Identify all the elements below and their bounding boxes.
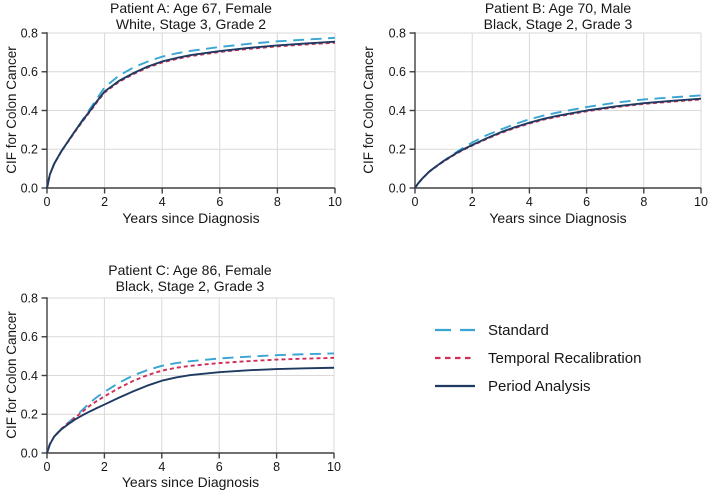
patient-b-title-line1: Patient B: Age 70, Male xyxy=(484,0,632,16)
svg-text:4: 4 xyxy=(158,460,165,474)
period-analysis-line-swatch xyxy=(435,384,475,388)
patient-a-title-line2: White, Stage 3, Grade 2 xyxy=(115,15,267,32)
svg-text:0.6: 0.6 xyxy=(21,330,38,344)
svg-text:0.6: 0.6 xyxy=(389,65,406,79)
svg-text:0.4: 0.4 xyxy=(389,104,406,118)
patient-b-chart: 0.0 0.2 0.4 0.6 0.8 0 2 4 6 8 10 xyxy=(389,26,708,209)
svg-text:4: 4 xyxy=(526,195,533,209)
patient-b-title-line2: Black, Stage 2, Grade 3 xyxy=(483,15,633,32)
svg-text:0.8: 0.8 xyxy=(389,26,406,40)
patient-c-chart: 0.0 0.2 0.4 0.6 0.8 0 2 4 6 8 10 xyxy=(21,291,341,474)
patient-b-title: Patient B: Age 70, Male Black, Stage 2, … xyxy=(408,0,708,32)
svg-text:10: 10 xyxy=(327,460,341,474)
svg-text:0.2: 0.2 xyxy=(21,408,38,422)
standard-line-swatch xyxy=(435,328,475,332)
svg-text:0.8: 0.8 xyxy=(21,26,38,40)
svg-text:0.6: 0.6 xyxy=(21,65,38,79)
svg-text:0.0: 0.0 xyxy=(21,181,38,195)
legend-item-standard: Standard xyxy=(435,316,641,344)
svg-text:0.0: 0.0 xyxy=(21,446,38,460)
legend: Standard Temporal Recalibration Period A… xyxy=(435,316,641,400)
patient-a-title-line1: Patient A: Age 67, Female xyxy=(110,0,272,16)
svg-text:0.8: 0.8 xyxy=(21,291,38,305)
svg-text:0.4: 0.4 xyxy=(21,104,38,118)
svg-text:0: 0 xyxy=(44,195,51,209)
patient-a-x-axis-label: Years since Diagnosis xyxy=(122,210,260,226)
legend-item-temporal-recalibration: Temporal Recalibration xyxy=(435,344,641,372)
patient-c-title-line2: Black, Stage 2, Grade 3 xyxy=(115,277,265,294)
svg-text:0.0: 0.0 xyxy=(389,181,406,195)
legend-label-temporal-recalibration: Temporal Recalibration xyxy=(488,349,642,367)
svg-text:6: 6 xyxy=(583,195,590,209)
svg-text:6: 6 xyxy=(216,195,223,209)
patient-a-chart: 0.0 0.2 0.4 0.6 0.8 0 2 4 6 8 10 xyxy=(21,26,342,209)
svg-text:4: 4 xyxy=(159,195,166,209)
svg-text:10: 10 xyxy=(694,195,708,209)
temporal-recalibration-line-swatch xyxy=(435,356,475,360)
svg-text:2: 2 xyxy=(469,195,476,209)
svg-text:0.2: 0.2 xyxy=(21,143,38,157)
patient-c-title: Patient C: Age 86, Female Black, Stage 2… xyxy=(40,262,340,294)
svg-text:8: 8 xyxy=(273,460,280,474)
svg-text:8: 8 xyxy=(640,195,647,209)
svg-text:0.4: 0.4 xyxy=(21,369,38,383)
svg-text:0: 0 xyxy=(412,195,419,209)
legend-label-standard: Standard xyxy=(488,321,549,339)
patient-c-title-line1: Patient C: Age 86, Female xyxy=(108,262,272,278)
svg-text:0.2: 0.2 xyxy=(389,143,406,157)
svg-text:8: 8 xyxy=(274,195,281,209)
svg-text:6: 6 xyxy=(216,460,223,474)
svg-text:10: 10 xyxy=(328,195,342,209)
patient-b-x-axis-label: Years since Diagnosis xyxy=(489,210,627,226)
legend-item-period-analysis: Period Analysis xyxy=(435,372,641,400)
legend-label-period-analysis: Period Analysis xyxy=(488,377,591,395)
patient-a-title: Patient A: Age 67, Female White, Stage 3… xyxy=(41,0,341,32)
patient-c-x-axis-label: Years since Diagnosis xyxy=(121,474,260,490)
svg-text:0: 0 xyxy=(44,460,51,474)
svg-text:2: 2 xyxy=(101,460,108,474)
svg-text:2: 2 xyxy=(101,195,108,209)
